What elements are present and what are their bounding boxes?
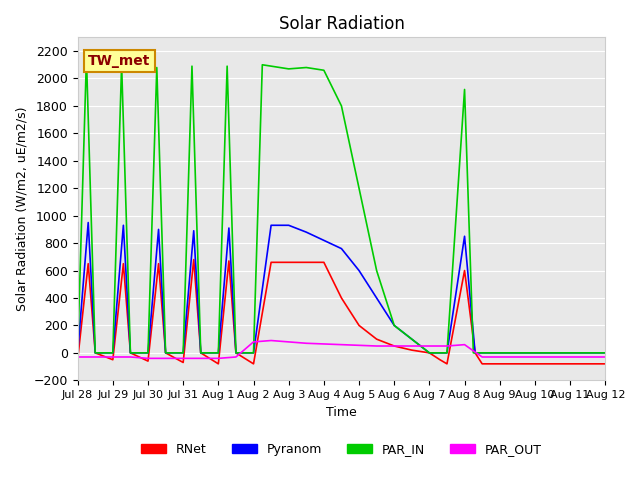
Text: TW_met: TW_met: [88, 54, 150, 68]
X-axis label: Time: Time: [326, 406, 357, 419]
Legend: RNet, Pyranom, PAR_IN, PAR_OUT: RNet, Pyranom, PAR_IN, PAR_OUT: [136, 438, 547, 461]
Y-axis label: Solar Radiation (W/m2, uE/m2/s): Solar Radiation (W/m2, uE/m2/s): [15, 107, 28, 311]
Title: Solar Radiation: Solar Radiation: [278, 15, 404, 33]
